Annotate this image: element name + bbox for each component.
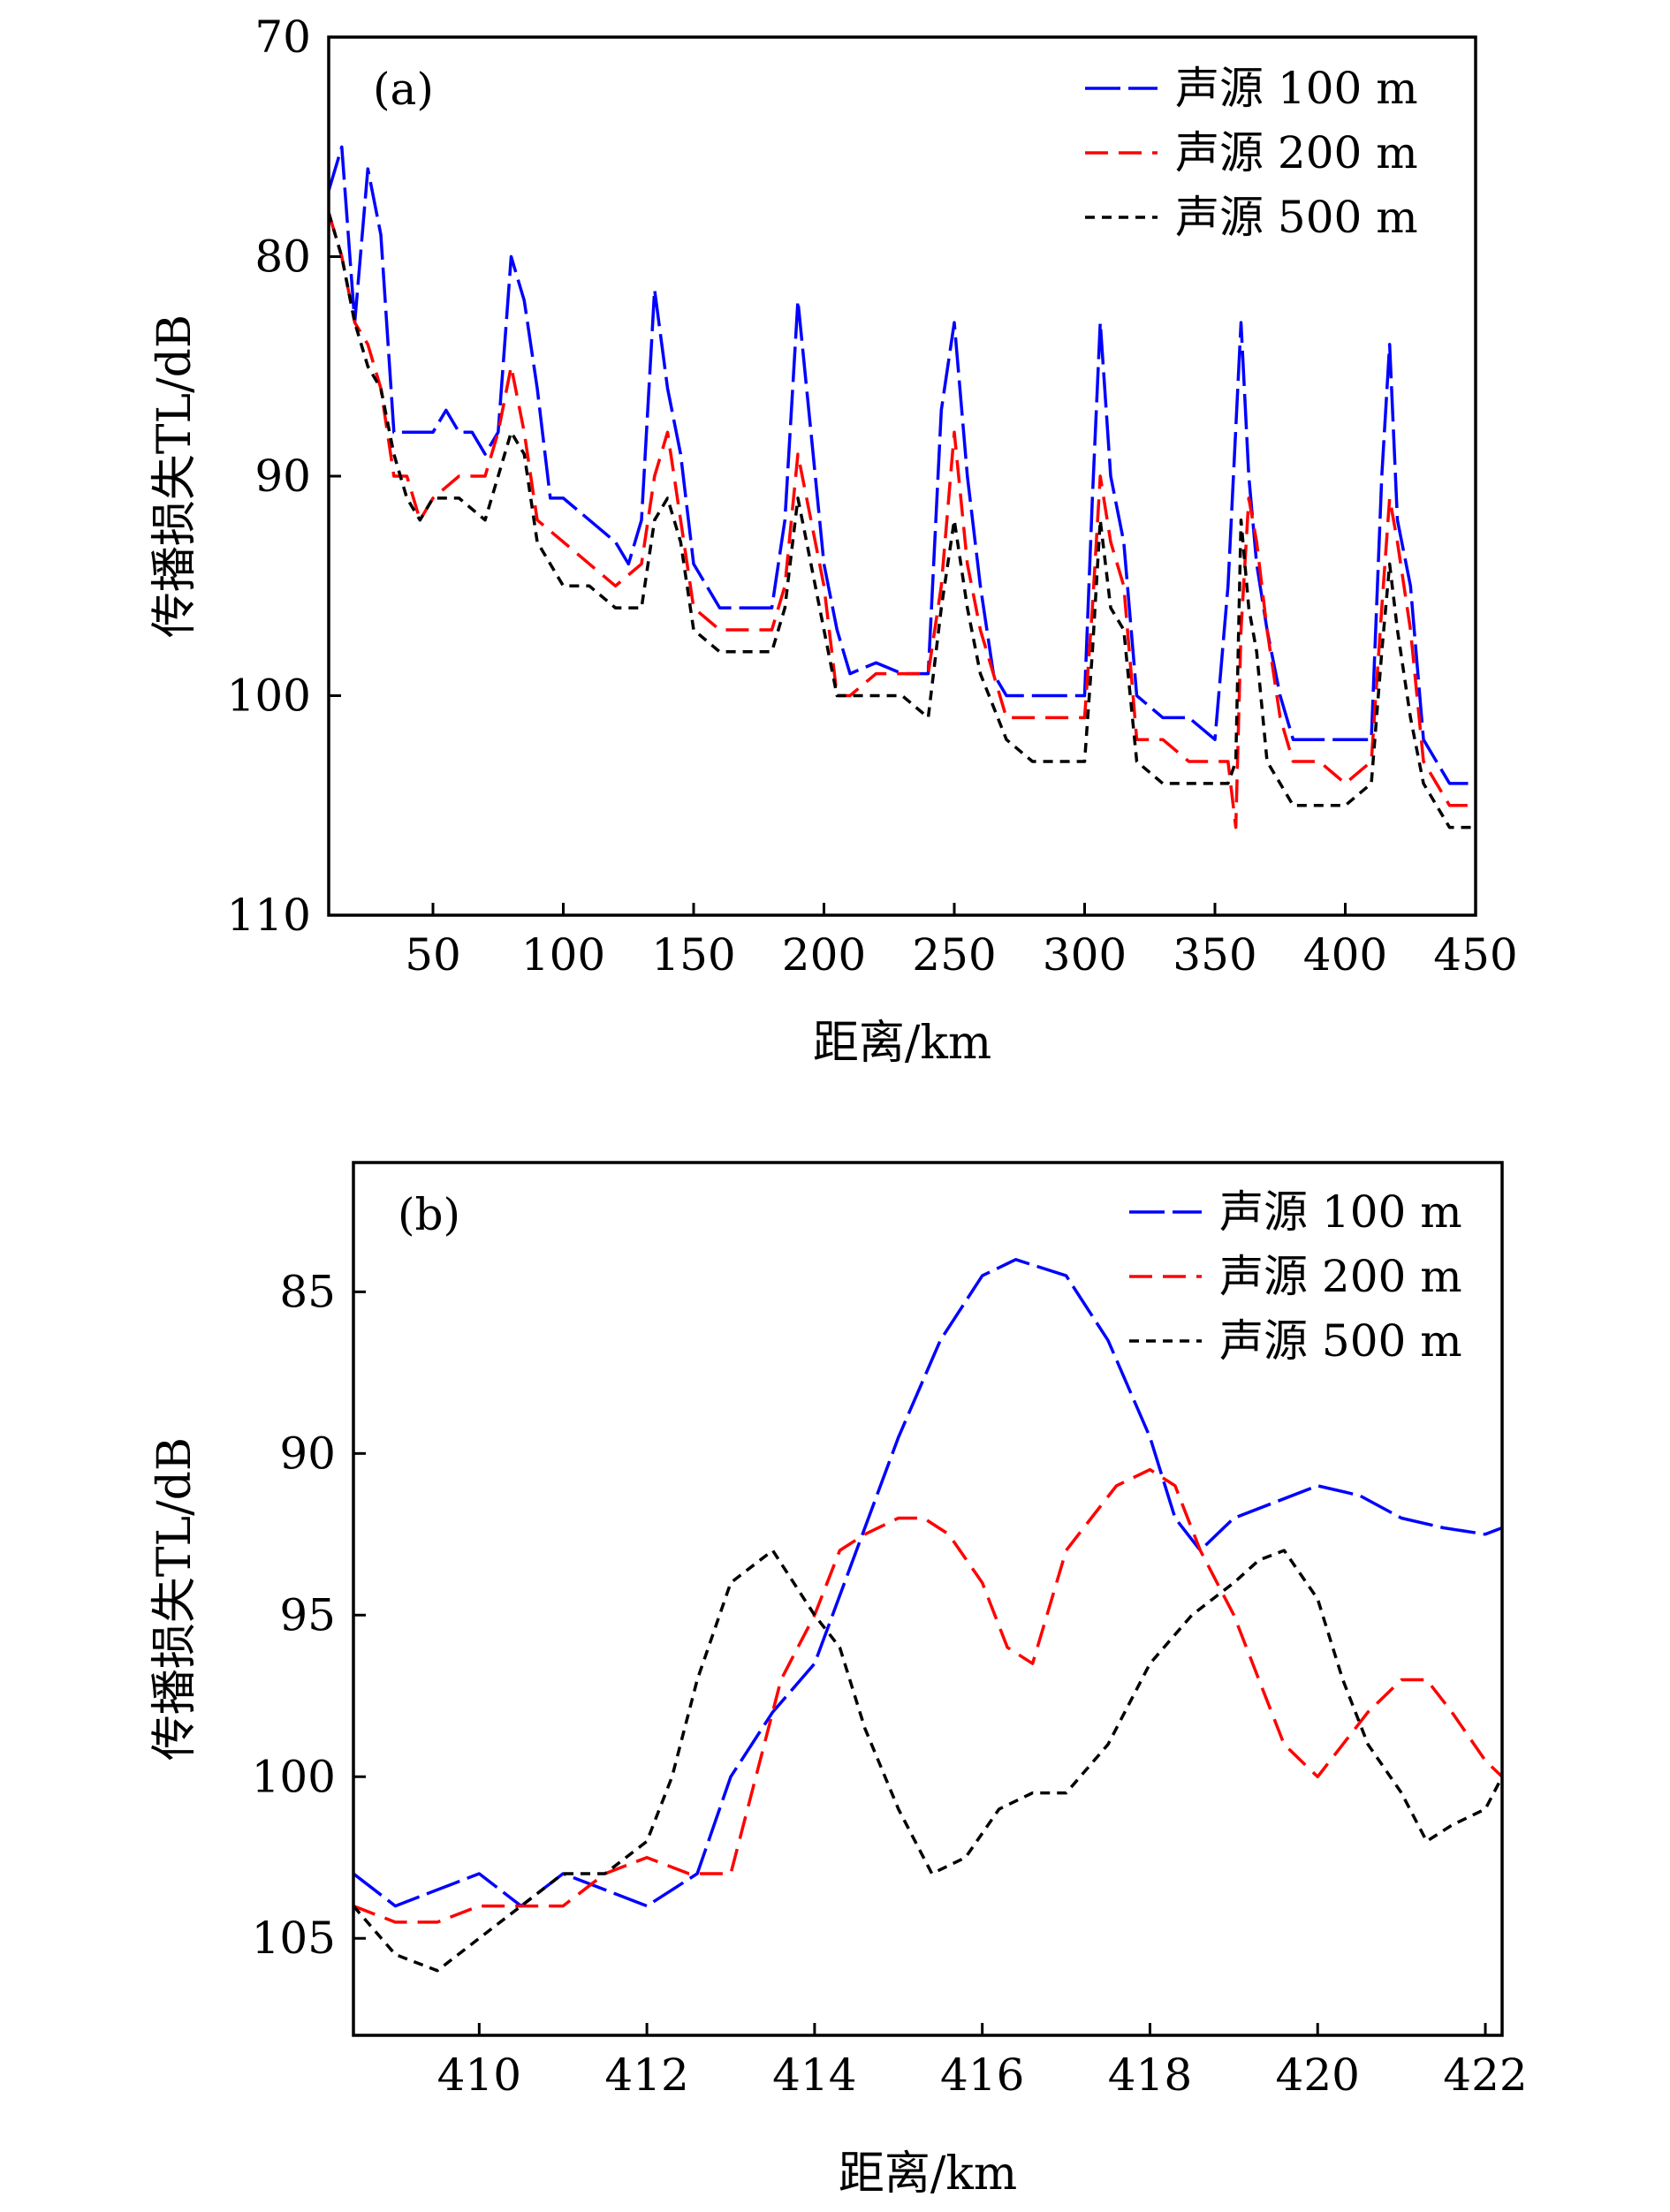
legend: 声源 100 m 声源 200 m 声源 500 m — [1085, 63, 1418, 243]
y-tick-label: 105 — [252, 1913, 336, 1964]
y-tick-label: 90 — [279, 1428, 336, 1479]
plot-frame — [352, 1161, 1504, 2037]
series-line-2 — [353, 1467, 1502, 1924]
y-tick-label: 95 — [279, 1589, 336, 1640]
series-group — [353, 1258, 1502, 1973]
series-line-3 — [329, 212, 1476, 830]
x-tick-label: 350 — [1173, 929, 1256, 981]
series-line-2 — [329, 212, 1476, 830]
legend-label: 声源 200 m — [1175, 127, 1418, 178]
legend: 声源 100 m 声源 200 m 声源 500 m — [1129, 1186, 1462, 1367]
series-group — [329, 145, 1476, 830]
x-tick-label: 418 — [1108, 2049, 1192, 2101]
y-tick-label: 70 — [254, 11, 311, 63]
legend-label: 声源 100 m — [1219, 1186, 1462, 1238]
panel-label: (a) — [373, 64, 434, 115]
series-line-3 — [353, 1549, 1502, 1973]
panel-label: (b) — [398, 1189, 460, 1240]
y-tick-label: 90 — [254, 451, 311, 502]
x-tick-label: 410 — [437, 2049, 521, 2101]
x-tick-label: 414 — [772, 2049, 856, 2101]
y-tick-label: 110 — [227, 890, 311, 941]
x-tick-label: 400 — [1303, 929, 1387, 981]
x-tick-label: 100 — [521, 929, 605, 981]
legend-label: 声源 500 m — [1219, 1315, 1462, 1367]
legend-label: 声源 100 m — [1175, 63, 1418, 114]
x-tick-label: 422 — [1443, 2049, 1527, 2101]
chart-panel-a: 50 100 150 200 250 300 350 400 450 70 80 90 100 110 距离… — [148, 11, 1518, 1070]
legend-label: 声源 200 m — [1219, 1251, 1462, 1302]
y-tick-label: 85 — [279, 1266, 336, 1317]
x-axis-label: 距离/km — [813, 1017, 991, 1070]
x-tick-label: 300 — [1043, 929, 1127, 981]
y-axis-label: 传播损失TL/dB — [148, 314, 201, 638]
x-tick-label: 416 — [940, 2049, 1024, 2101]
legend-label: 声源 500 m — [1175, 192, 1418, 243]
x-tick-label: 420 — [1276, 2049, 1360, 2101]
y-tick-label: 100 — [252, 1751, 336, 1802]
y-tick-label: 100 — [227, 670, 311, 722]
y-tick-label: 80 — [254, 231, 311, 283]
y-axis-label: 传播损失TL/dB — [148, 1437, 201, 1761]
series-line-1 — [353, 1258, 1502, 1908]
x-axis-label: 距离/km — [839, 2148, 1017, 2201]
chart-panel-b: 410 412 414 416 418 420 422 85 90 95 100 105 距离/km 传播… — [148, 1161, 1528, 2201]
x-tick-label: 250 — [912, 929, 996, 981]
x-tick-label: 50 — [405, 929, 461, 981]
x-tick-label: 200 — [782, 929, 866, 981]
x-tick-label: 412 — [604, 2049, 688, 2101]
x-tick-label: 450 — [1433, 929, 1517, 981]
x-tick-label: 150 — [651, 929, 735, 981]
